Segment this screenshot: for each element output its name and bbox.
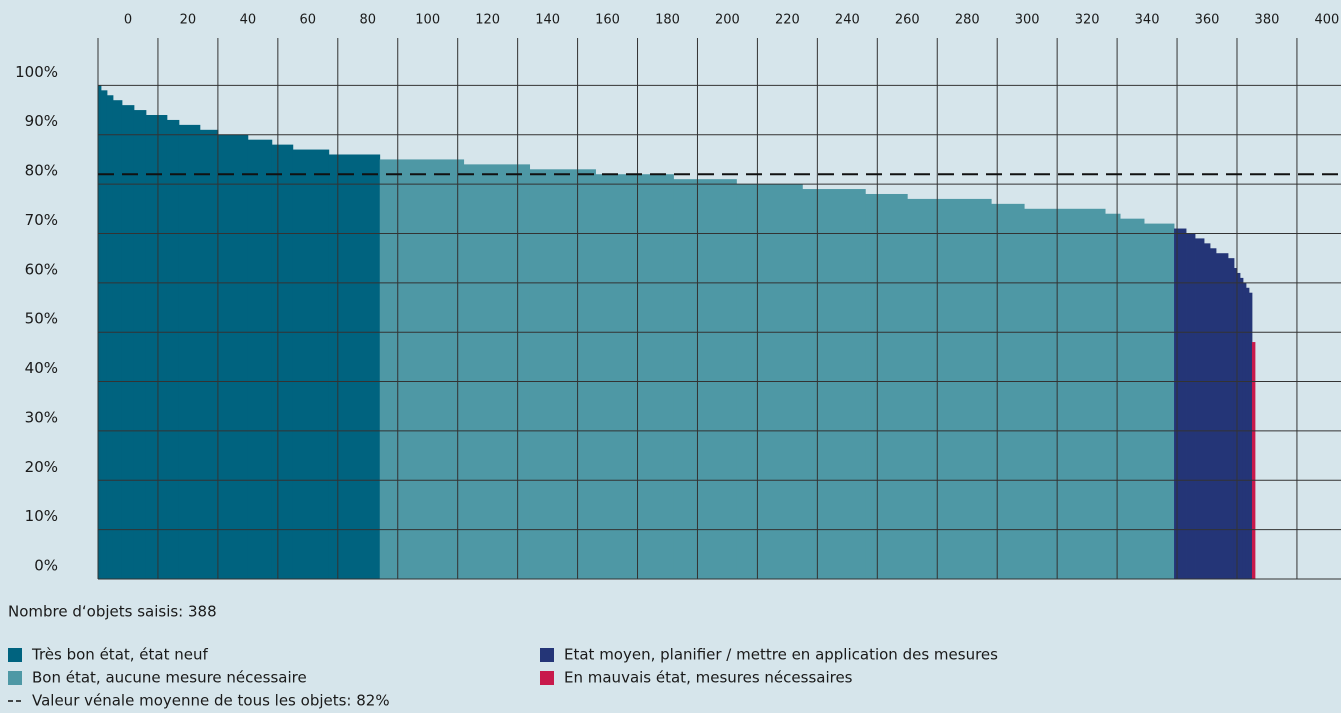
x-tick-label: 220 bbox=[775, 13, 800, 28]
y-tick-label: 0% bbox=[34, 557, 58, 575]
bar bbox=[271, 144, 294, 580]
x-tick-label: 160 bbox=[595, 13, 620, 28]
bar bbox=[1204, 243, 1211, 579]
bar bbox=[1228, 258, 1235, 579]
bar bbox=[247, 139, 273, 579]
bar bbox=[199, 129, 219, 579]
bar bbox=[463, 164, 531, 579]
bar bbox=[1195, 238, 1205, 580]
legend-label: En mauvais état, mesures nécessaires bbox=[564, 669, 853, 687]
x-tick-label: 180 bbox=[655, 13, 680, 28]
legend-swatch bbox=[8, 671, 22, 685]
x-tick-label: 380 bbox=[1255, 13, 1280, 28]
bar bbox=[217, 134, 249, 579]
bar bbox=[1233, 268, 1238, 579]
note: Nombre d‘objets saisis: 388 bbox=[8, 603, 217, 621]
bar bbox=[595, 174, 674, 579]
x-tick-label: 60 bbox=[300, 13, 317, 28]
bar bbox=[121, 105, 135, 580]
x-tick-label: 100 bbox=[415, 13, 440, 28]
legend-label: Valeur vénale moyenne de tous les objets… bbox=[32, 692, 390, 710]
legend-swatch bbox=[8, 648, 22, 662]
y-tick-label: 80% bbox=[25, 162, 58, 180]
bar bbox=[112, 100, 123, 580]
x-tick-label: 40 bbox=[240, 13, 257, 28]
x-tick-label: 300 bbox=[1015, 13, 1040, 28]
bar bbox=[1186, 233, 1196, 579]
bar bbox=[1239, 277, 1244, 579]
bar bbox=[1105, 213, 1121, 580]
bar bbox=[802, 189, 866, 579]
bar bbox=[379, 159, 465, 579]
y-tick-label: 90% bbox=[25, 112, 58, 130]
bar bbox=[328, 154, 381, 579]
bar bbox=[1236, 272, 1241, 579]
legend-swatch bbox=[540, 671, 554, 685]
bar bbox=[133, 110, 147, 580]
legend-label: Très bon état, état neuf bbox=[31, 646, 208, 664]
bar bbox=[1216, 253, 1229, 579]
y-tick-label: 30% bbox=[25, 408, 58, 426]
bar bbox=[106, 95, 114, 579]
x-tick-label: 80 bbox=[359, 13, 376, 28]
legend-label: Etat moyen, planifier / mettre en applic… bbox=[564, 646, 998, 664]
y-tick-label: 100% bbox=[15, 63, 58, 81]
bar bbox=[145, 115, 168, 579]
bar bbox=[1174, 228, 1187, 579]
bar bbox=[1120, 218, 1145, 579]
bar bbox=[1251, 342, 1256, 579]
bar bbox=[292, 149, 330, 579]
bar bbox=[529, 169, 596, 580]
x-tick-label: 340 bbox=[1135, 13, 1160, 28]
legend-label: Bon état, aucune mesure nécessaire bbox=[32, 669, 307, 687]
x-tick-label: 260 bbox=[895, 13, 920, 28]
y-tick-label: 60% bbox=[25, 260, 58, 278]
x-tick-label: 360 bbox=[1195, 13, 1220, 28]
x-tick-label: 320 bbox=[1075, 13, 1100, 28]
x-tick-label: 140 bbox=[535, 13, 560, 28]
y-tick-label: 40% bbox=[25, 359, 58, 377]
x-tick-label: 20 bbox=[180, 13, 197, 28]
bar bbox=[673, 179, 737, 580]
y-tick-label: 10% bbox=[25, 507, 58, 525]
bar bbox=[1248, 292, 1253, 579]
y-tick-label: 50% bbox=[25, 310, 58, 328]
bar bbox=[1144, 223, 1175, 579]
bar bbox=[1024, 208, 1106, 579]
bar bbox=[100, 90, 108, 579]
y-tick-label: 20% bbox=[25, 458, 58, 476]
bar bbox=[907, 198, 992, 579]
bar bbox=[991, 203, 1025, 580]
bar bbox=[166, 119, 180, 579]
bar bbox=[178, 124, 201, 579]
legend-swatch bbox=[540, 648, 554, 662]
y-tick-label: 70% bbox=[25, 211, 58, 229]
x-tick-label: 400 bbox=[1314, 13, 1339, 28]
bar bbox=[1210, 248, 1217, 580]
bar bbox=[865, 193, 908, 579]
x-tick-label: 0 bbox=[124, 13, 132, 28]
x-tick-label: 120 bbox=[475, 13, 500, 28]
x-tick-label: 280 bbox=[955, 13, 980, 28]
bar bbox=[1245, 287, 1250, 579]
x-tick-label: 240 bbox=[835, 13, 860, 28]
x-tick-label: 200 bbox=[715, 13, 740, 28]
